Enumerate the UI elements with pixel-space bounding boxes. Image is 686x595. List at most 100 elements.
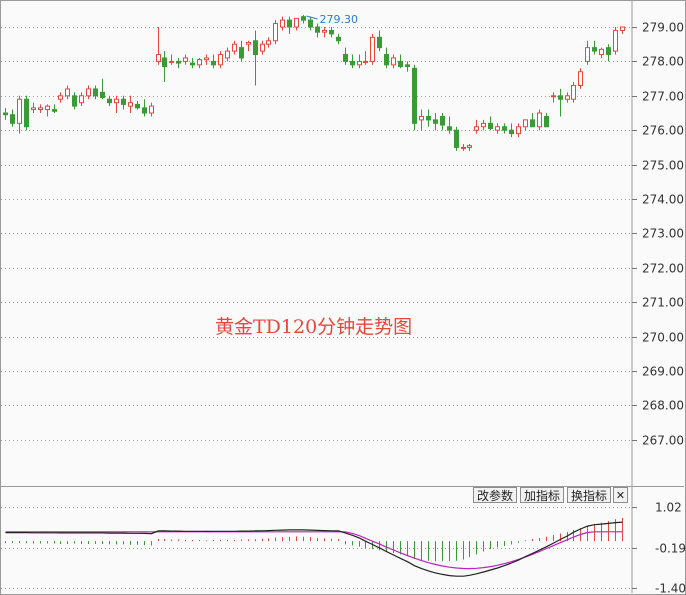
candle-down — [239, 47, 244, 59]
price-tick-label: 274.00 — [642, 193, 684, 207]
indicator-tick-label: 1.02 — [655, 501, 682, 515]
candle-down — [287, 19, 292, 28]
candle-up — [474, 126, 479, 131]
price-tick-label: 272.00 — [642, 262, 684, 276]
candle-down — [343, 54, 348, 62]
candle-up — [419, 115, 424, 121]
candle-down — [384, 54, 389, 66]
candle-up — [523, 119, 528, 128]
candle-down — [544, 115, 549, 128]
candle-down — [52, 109, 57, 112]
candle-up — [481, 122, 486, 128]
price-tick-label: 279.00 — [642, 21, 684, 35]
candle-up — [232, 43, 237, 52]
candle-down — [502, 126, 507, 131]
close-indicator-button[interactable]: ✕ — [613, 487, 628, 503]
candle-down — [211, 60, 216, 66]
candle-up — [620, 26, 625, 31]
candle-up — [495, 126, 500, 131]
candle-down — [3, 112, 8, 116]
candle-down — [398, 60, 403, 68]
candle-down — [176, 60, 181, 64]
candle-down — [606, 47, 611, 56]
price-tick-label: 278.00 — [642, 55, 684, 69]
candle-down — [558, 95, 563, 100]
candle-up — [585, 47, 590, 62]
indicator-grid — [1, 507, 632, 589]
candle-down — [24, 98, 29, 128]
price-tick-label: 276.00 — [642, 124, 684, 138]
candle-up — [571, 84, 576, 100]
candle-up — [551, 95, 556, 98]
candle-down — [162, 57, 167, 68]
candle-down — [253, 40, 258, 56]
candle-up — [363, 60, 368, 63]
dif-line — [5, 521, 623, 577]
max-annotation-label: 279.30 — [320, 13, 359, 26]
candle-down — [488, 122, 493, 129]
price-tick-label: 273.00 — [642, 227, 684, 241]
price-tick-label: 277.00 — [642, 90, 684, 104]
candle-down — [93, 88, 98, 97]
modify-params-button[interactable]: 改参数 — [473, 487, 518, 503]
candle-down — [100, 91, 105, 99]
candle-down — [454, 129, 459, 148]
price-tick-label: 270.00 — [642, 331, 684, 345]
candle-down — [440, 115, 445, 126]
candle-down — [315, 26, 320, 33]
candle-down — [592, 47, 597, 52]
candle-down — [377, 36, 382, 49]
candle-up — [467, 145, 472, 148]
candle-down — [329, 29, 334, 35]
candle-up — [461, 146, 466, 149]
macd-lines — [5, 521, 623, 577]
candle-up — [149, 105, 154, 114]
candle-series — [3, 14, 625, 151]
candle-up — [370, 36, 375, 62]
candle-up — [114, 98, 119, 104]
candle-up — [58, 95, 63, 100]
candle-down — [336, 36, 341, 42]
candle-down — [107, 98, 112, 104]
candle-up — [294, 17, 299, 28]
candle-down — [405, 64, 410, 68]
candle-up — [225, 50, 230, 59]
candle-up — [322, 29, 327, 33]
candle-up — [86, 88, 91, 97]
price-tick-label: 271.00 — [642, 296, 684, 310]
candle-down — [509, 129, 514, 135]
candle-down — [350, 60, 355, 66]
candle-up — [183, 57, 188, 62]
add-indicator-button[interactable]: 加指标 — [520, 487, 565, 503]
max-annotation: 279.30 — [306, 13, 359, 26]
candle-down — [10, 114, 15, 124]
candle-up — [128, 102, 133, 107]
price-tick-label: 268.00 — [642, 399, 684, 413]
candle-up — [79, 95, 84, 104]
candle-down — [72, 95, 77, 107]
candle-down — [433, 119, 438, 124]
candle-up — [565, 95, 570, 100]
switch-indicator-button[interactable]: 换指标 — [567, 487, 612, 503]
candle-up — [218, 54, 223, 66]
candle-up — [516, 126, 521, 135]
candle-down — [135, 103, 140, 109]
price-tick-label: 269.00 — [642, 365, 684, 379]
candle-up — [197, 59, 202, 66]
candle-up — [65, 88, 70, 97]
candle-up — [156, 54, 161, 62]
candle-up — [260, 43, 265, 52]
candle-down — [426, 115, 431, 121]
max-annotation-arrow — [306, 15, 318, 20]
candle-up — [31, 107, 36, 111]
candle-up — [266, 40, 271, 45]
candle-up — [613, 29, 618, 52]
candle-down — [142, 107, 147, 114]
candle-up — [246, 41, 251, 45]
chart-title: 黄金TD120分钟走势图 — [215, 316, 413, 338]
indicator-tick-label: -0.19 — [655, 542, 686, 556]
candle-up — [273, 23, 278, 42]
indicator-axis: 1.02 -0.19 -1.40 — [632, 501, 686, 595]
